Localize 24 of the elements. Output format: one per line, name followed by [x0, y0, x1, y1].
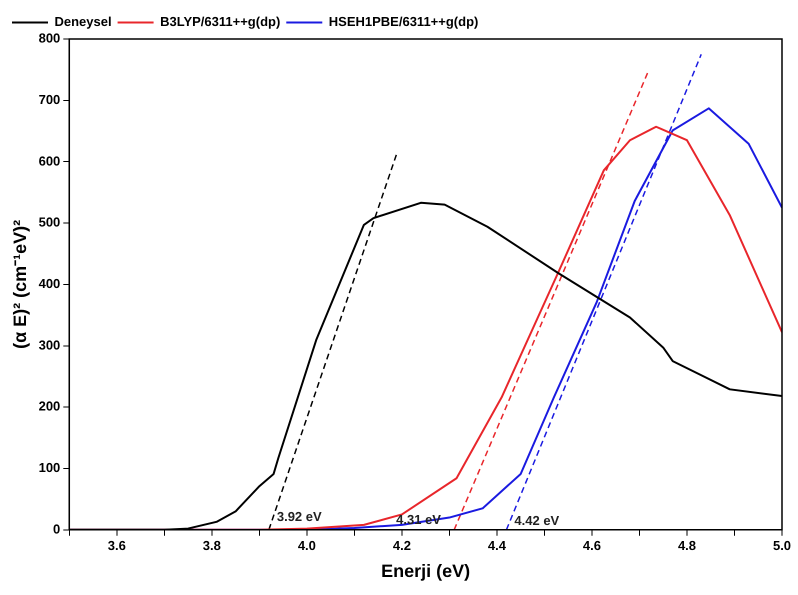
- x-axis-title: Enerji (eV): [381, 561, 470, 582]
- annotation: 3.92 eV: [276, 508, 322, 524]
- x-tick-label: 4.2: [392, 538, 411, 554]
- legend-label: HSEH1PBE/6311++g(dp): [328, 14, 478, 30]
- y-tick-label: 400: [38, 276, 60, 291]
- x-tick-label: 4.6: [582, 538, 601, 554]
- legend-label: B3LYP/6311++g(dp): [160, 14, 280, 30]
- legend-label: Deneysel: [54, 14, 112, 30]
- x-tick-label: 3.8: [202, 538, 221, 554]
- y-tick-label: 100: [38, 460, 60, 476]
- y-tick-label: 700: [38, 92, 60, 107]
- y-tick-label: 500: [38, 214, 60, 230]
- y-tick-label: 600: [38, 153, 60, 168]
- x-tick-label: 4.4: [488, 538, 507, 554]
- x-tick-label: 4.0: [298, 538, 316, 554]
- y-axis-title: (α E)² (cm⁻¹eV)²: [10, 220, 30, 349]
- x-tick-label: 5.0: [772, 538, 792, 554]
- y-tick-label: 800: [38, 30, 60, 46]
- annotation: 4.42 eV: [514, 512, 560, 528]
- x-tick-label: 3.6: [108, 538, 126, 554]
- y-tick-label: 200: [38, 398, 60, 414]
- y-tick-label: 0: [53, 521, 60, 536]
- y-tick-label: 300: [38, 337, 60, 352]
- x-tick-label: 4.8: [678, 538, 696, 554]
